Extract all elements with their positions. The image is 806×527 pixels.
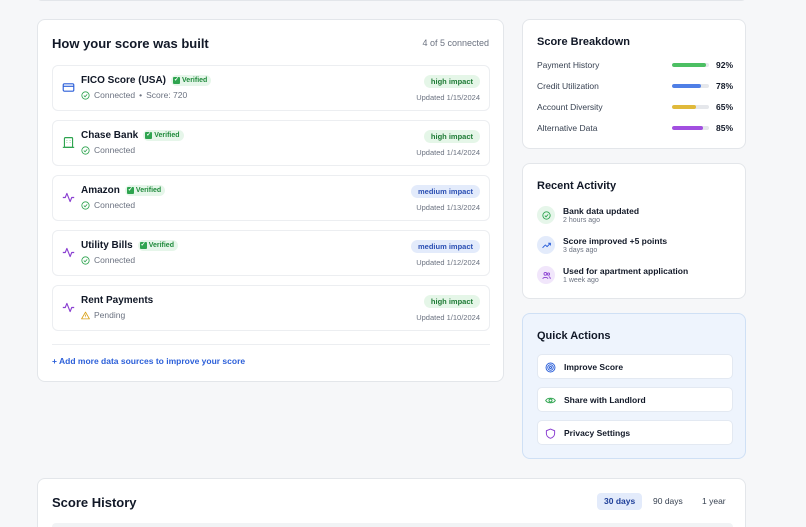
updated-date: Updated 1/13/2024 — [416, 203, 480, 212]
connected-count: 4 of 5 connected — [422, 38, 489, 48]
activity-item: Bank data updated 2 hours ago — [537, 205, 733, 229]
share-with-landlord-button[interactable]: Share with Landlord — [537, 387, 733, 412]
check-icon: ✓ — [139, 242, 147, 249]
source-row-utility[interactable]: Utility Bills ✓ Verified Connected medium… — [52, 230, 490, 276]
breakdown-row-account-diversity: Account Diversity 65% — [537, 102, 733, 112]
updated-date: Updated 1/12/2024 — [416, 258, 480, 267]
source-name: Amazon — [81, 185, 120, 196]
source-status: Connected — [81, 200, 135, 210]
users-icon — [537, 266, 555, 284]
source-name-row: Chase Bank ✓ Verified — [81, 130, 184, 141]
source-status: Connected • Score: 720 — [81, 90, 187, 100]
recent-activity-card: Recent Activity Bank data updated 2 hour… — [522, 163, 746, 299]
verified-badge: ✓ Verified — [124, 185, 166, 196]
source-row-fico[interactable]: FICO Score (USA) ✓ Verified Connected • S… — [52, 65, 490, 111]
source-row-rent[interactable]: Rent Payments Pending high impact Update… — [52, 285, 490, 331]
eye-icon — [545, 397, 556, 404]
updated-date: Updated 1/14/2024 — [416, 148, 480, 157]
source-status: Connected — [81, 255, 135, 265]
breakdown-row-payment-history: Payment History 92% — [537, 60, 733, 70]
source-name-row: Utility Bills ✓ Verified — [81, 240, 178, 251]
verified-badge: ✓ Verified — [137, 240, 178, 251]
check-icon: ✓ — [126, 187, 134, 194]
check-circle-icon — [81, 90, 90, 100]
check-icon: ✓ — [145, 132, 153, 139]
trending-up-icon — [537, 236, 555, 254]
quick-actions-card: Quick Actions Improve Score Share with L… — [522, 313, 746, 459]
check-circle-icon — [81, 145, 90, 155]
activity-icon — [62, 191, 75, 204]
breakdown-row-credit-utilization: Credit Utilization 78% — [537, 81, 733, 91]
improve-score-button[interactable]: Improve Score — [537, 354, 733, 379]
breakdown-row-alternative-data: Alternative Data 85% — [537, 123, 733, 133]
privacy-settings-button[interactable]: Privacy Settings — [537, 420, 733, 445]
impact-badge: medium impact — [410, 185, 480, 198]
progress-bar — [672, 105, 709, 109]
tab-30-days[interactable]: 30 days — [597, 493, 643, 510]
add-data-sources-link[interactable]: + Add more data sources to improve your … — [52, 356, 246, 366]
check-circle-icon — [81, 200, 90, 210]
shield-icon — [545, 428, 556, 439]
source-name: Rent Payments — [81, 295, 154, 306]
source-name: Utility Bills — [81, 240, 133, 251]
previous-card-edge — [37, 0, 746, 1]
source-name-row: Rent Payments — [81, 295, 153, 306]
source-status: Connected — [81, 145, 135, 155]
source-row-chase[interactable]: Chase Bank ✓ Verified Connected high impa… — [52, 120, 490, 166]
check-icon: ✓ — [173, 77, 181, 84]
verified-badge: ✓ Verified — [143, 130, 184, 141]
bank-icon — [62, 136, 75, 149]
credit-card-icon — [62, 81, 75, 94]
impact-badge: medium impact — [410, 240, 480, 253]
warning-icon — [81, 311, 90, 319]
impact-badge: high impact — [423, 295, 480, 308]
source-score: Score: 720 — [146, 90, 188, 100]
score-sources-card: How your score was built 4 of 5 connecte… — [37, 19, 504, 382]
progress-bar — [672, 84, 709, 88]
activity-icon — [62, 301, 75, 314]
target-icon — [545, 362, 556, 373]
source-name: FICO Score (USA) — [81, 75, 167, 86]
source-name-row: Amazon ✓ Verified — [81, 185, 166, 196]
breakdown-title: Score Breakdown — [537, 36, 630, 48]
source-status: Pending — [81, 310, 125, 320]
quick-actions-title: Quick Actions — [537, 330, 611, 342]
updated-date: Updated 1/10/2024 — [416, 313, 480, 322]
source-name: Chase Bank — [81, 130, 139, 141]
history-title: Score History — [52, 495, 137, 510]
source-name-row: FICO Score (USA) ✓ Verified — [81, 75, 212, 86]
score-history-card: Score History 30 days 90 days 1 year — [37, 478, 746, 527]
check-circle-icon — [537, 206, 555, 224]
activity-icon — [62, 246, 75, 259]
tab-90-days[interactable]: 90 days — [653, 496, 683, 506]
activity-item: Used for apartment application 1 week ag… — [537, 265, 733, 289]
progress-bar — [672, 126, 709, 130]
tab-1-year[interactable]: 1 year — [702, 496, 726, 506]
score-breakdown-card: Score Breakdown Payment History 92% Cred… — [522, 19, 746, 149]
history-chart-area — [52, 523, 733, 527]
divider — [52, 344, 490, 345]
impact-badge: high impact — [423, 75, 480, 88]
activity-item: Score improved +5 points 3 days ago — [537, 235, 733, 259]
progress-bar — [672, 63, 709, 67]
sources-title: How your score was built — [52, 36, 209, 51]
impact-badge: high impact — [423, 130, 480, 143]
check-circle-icon — [81, 255, 90, 265]
source-row-amazon[interactable]: Amazon ✓ Verified Connected medium impact… — [52, 175, 490, 221]
activity-title: Recent Activity — [537, 180, 617, 192]
updated-date: Updated 1/15/2024 — [416, 93, 480, 102]
verified-badge: ✓ Verified — [171, 75, 212, 86]
